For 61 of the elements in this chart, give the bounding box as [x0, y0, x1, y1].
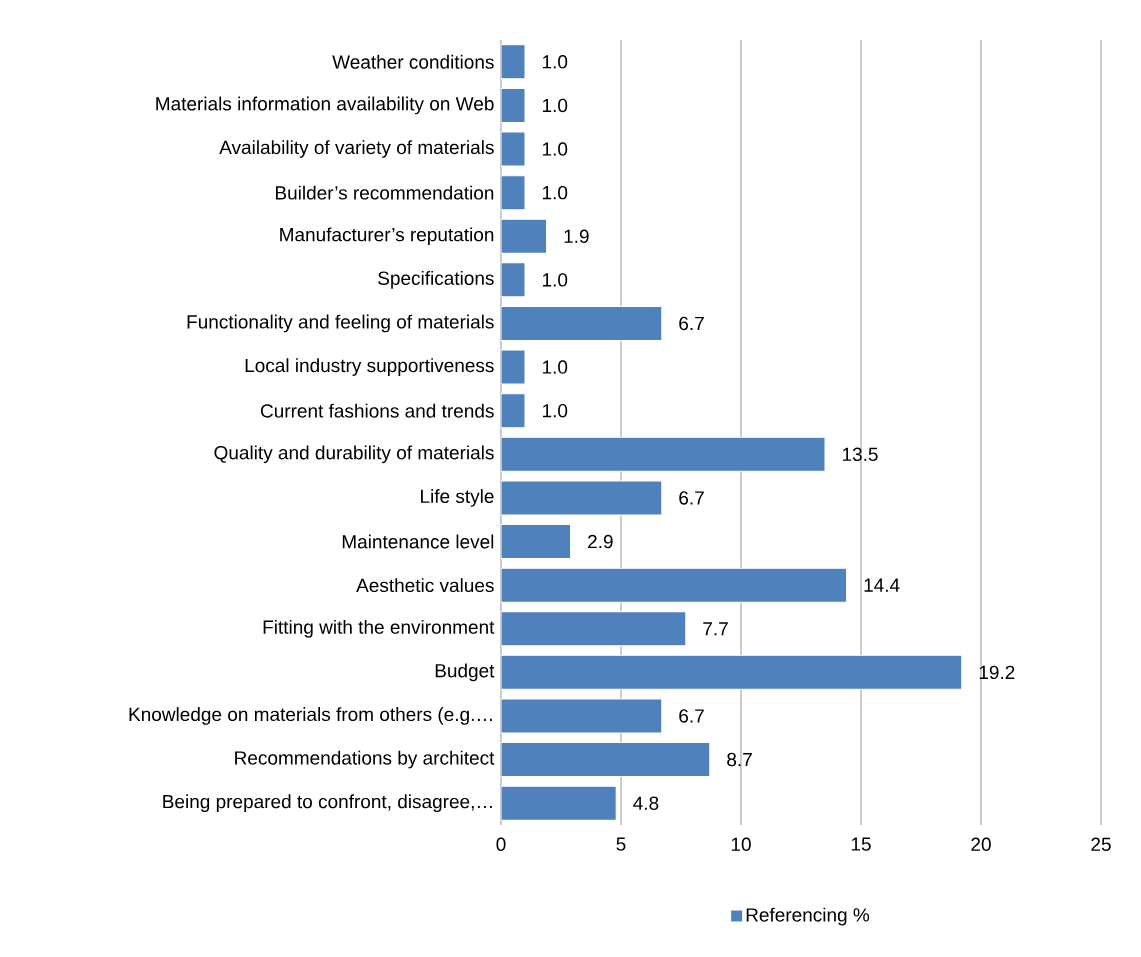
- text: 19.2: [979, 665, 1015, 680]
- text: 1.0: [542, 98, 568, 113]
- text: 6.7: [679, 709, 704, 723]
- y-tick-label: Budget: [435, 663, 495, 682]
- bar: [501, 305, 663, 341]
- y-tick-label: Local industry supportiveness: [245, 358, 494, 376]
- text: 1.0: [542, 360, 568, 374]
- bar: [501, 480, 663, 516]
- x-tick-label: 25: [1091, 837, 1111, 851]
- bar: [501, 349, 526, 385]
- x-tick-label: 5: [616, 837, 626, 851]
- bar: [501, 654, 963, 690]
- y-tick-label: Functionality and feeling of materials: [187, 314, 494, 333]
- bar: [501, 175, 526, 211]
- text: 7.7: [703, 622, 728, 636]
- text: 14.4: [864, 578, 900, 592]
- y-tick-label: Materials information availability on Web: [156, 96, 494, 115]
- bar: [501, 393, 526, 429]
- text: 1.9: [564, 229, 589, 243]
- text: 13.5: [842, 447, 878, 462]
- bar: [501, 87, 526, 123]
- bar: [501, 567, 848, 603]
- y-tick-label: Current fashions and trends: [260, 403, 494, 418]
- x-tick-label: 15: [851, 837, 871, 851]
- y-tick-label: Availability of variety of materials: [219, 140, 494, 158]
- bar: [501, 524, 572, 560]
- y-tick-label: Recommendations by architect: [235, 750, 495, 769]
- y-tick-label: Aesthetic values: [356, 578, 494, 593]
- y-tick-label: Maintenance level: [342, 534, 494, 549]
- text: 6.7: [679, 491, 704, 505]
- text: 2.9: [588, 534, 613, 549]
- y-tick-label: Knowledge on materials from others (e.g.…: [129, 707, 492, 725]
- x-tick-label: 10: [731, 837, 751, 851]
- text: 6.7: [679, 316, 704, 331]
- y-tick-label: Quality and durability of materials: [214, 445, 494, 464]
- bar: [501, 742, 711, 778]
- y-tick-label: Manufacturer’s reputation: [280, 227, 494, 246]
- bar: [501, 44, 526, 80]
- text: 8.7: [727, 752, 752, 767]
- text: 1.0: [542, 273, 568, 287]
- bar: [501, 262, 526, 298]
- bar: [501, 131, 526, 167]
- bar: [501, 785, 617, 821]
- text: 1.0: [542, 403, 568, 418]
- bar: [501, 611, 687, 647]
- legend-label: Referencing %: [746, 907, 870, 926]
- y-tick-label: Fitting with the environment: [263, 619, 495, 638]
- text: 1.0: [542, 55, 568, 69]
- x-tick-label: 0: [496, 837, 506, 851]
- text: 1.0: [542, 142, 568, 156]
- bar: [501, 218, 548, 254]
- y-tick-label: Being prepared to confront, disagree,…: [163, 794, 492, 813]
- x-tick-label: 20: [971, 837, 991, 851]
- y-tick-label: Builder’s recommendation: [276, 185, 494, 200]
- y-tick-label: Specifications: [378, 271, 494, 289]
- y-tick-label: Life style: [421, 489, 494, 507]
- text: 1.0: [542, 185, 568, 200]
- bar: [501, 436, 826, 472]
- text: 4.8: [633, 796, 659, 810]
- y-tick-label: Weather conditions: [332, 54, 494, 69]
- bar: [501, 698, 663, 734]
